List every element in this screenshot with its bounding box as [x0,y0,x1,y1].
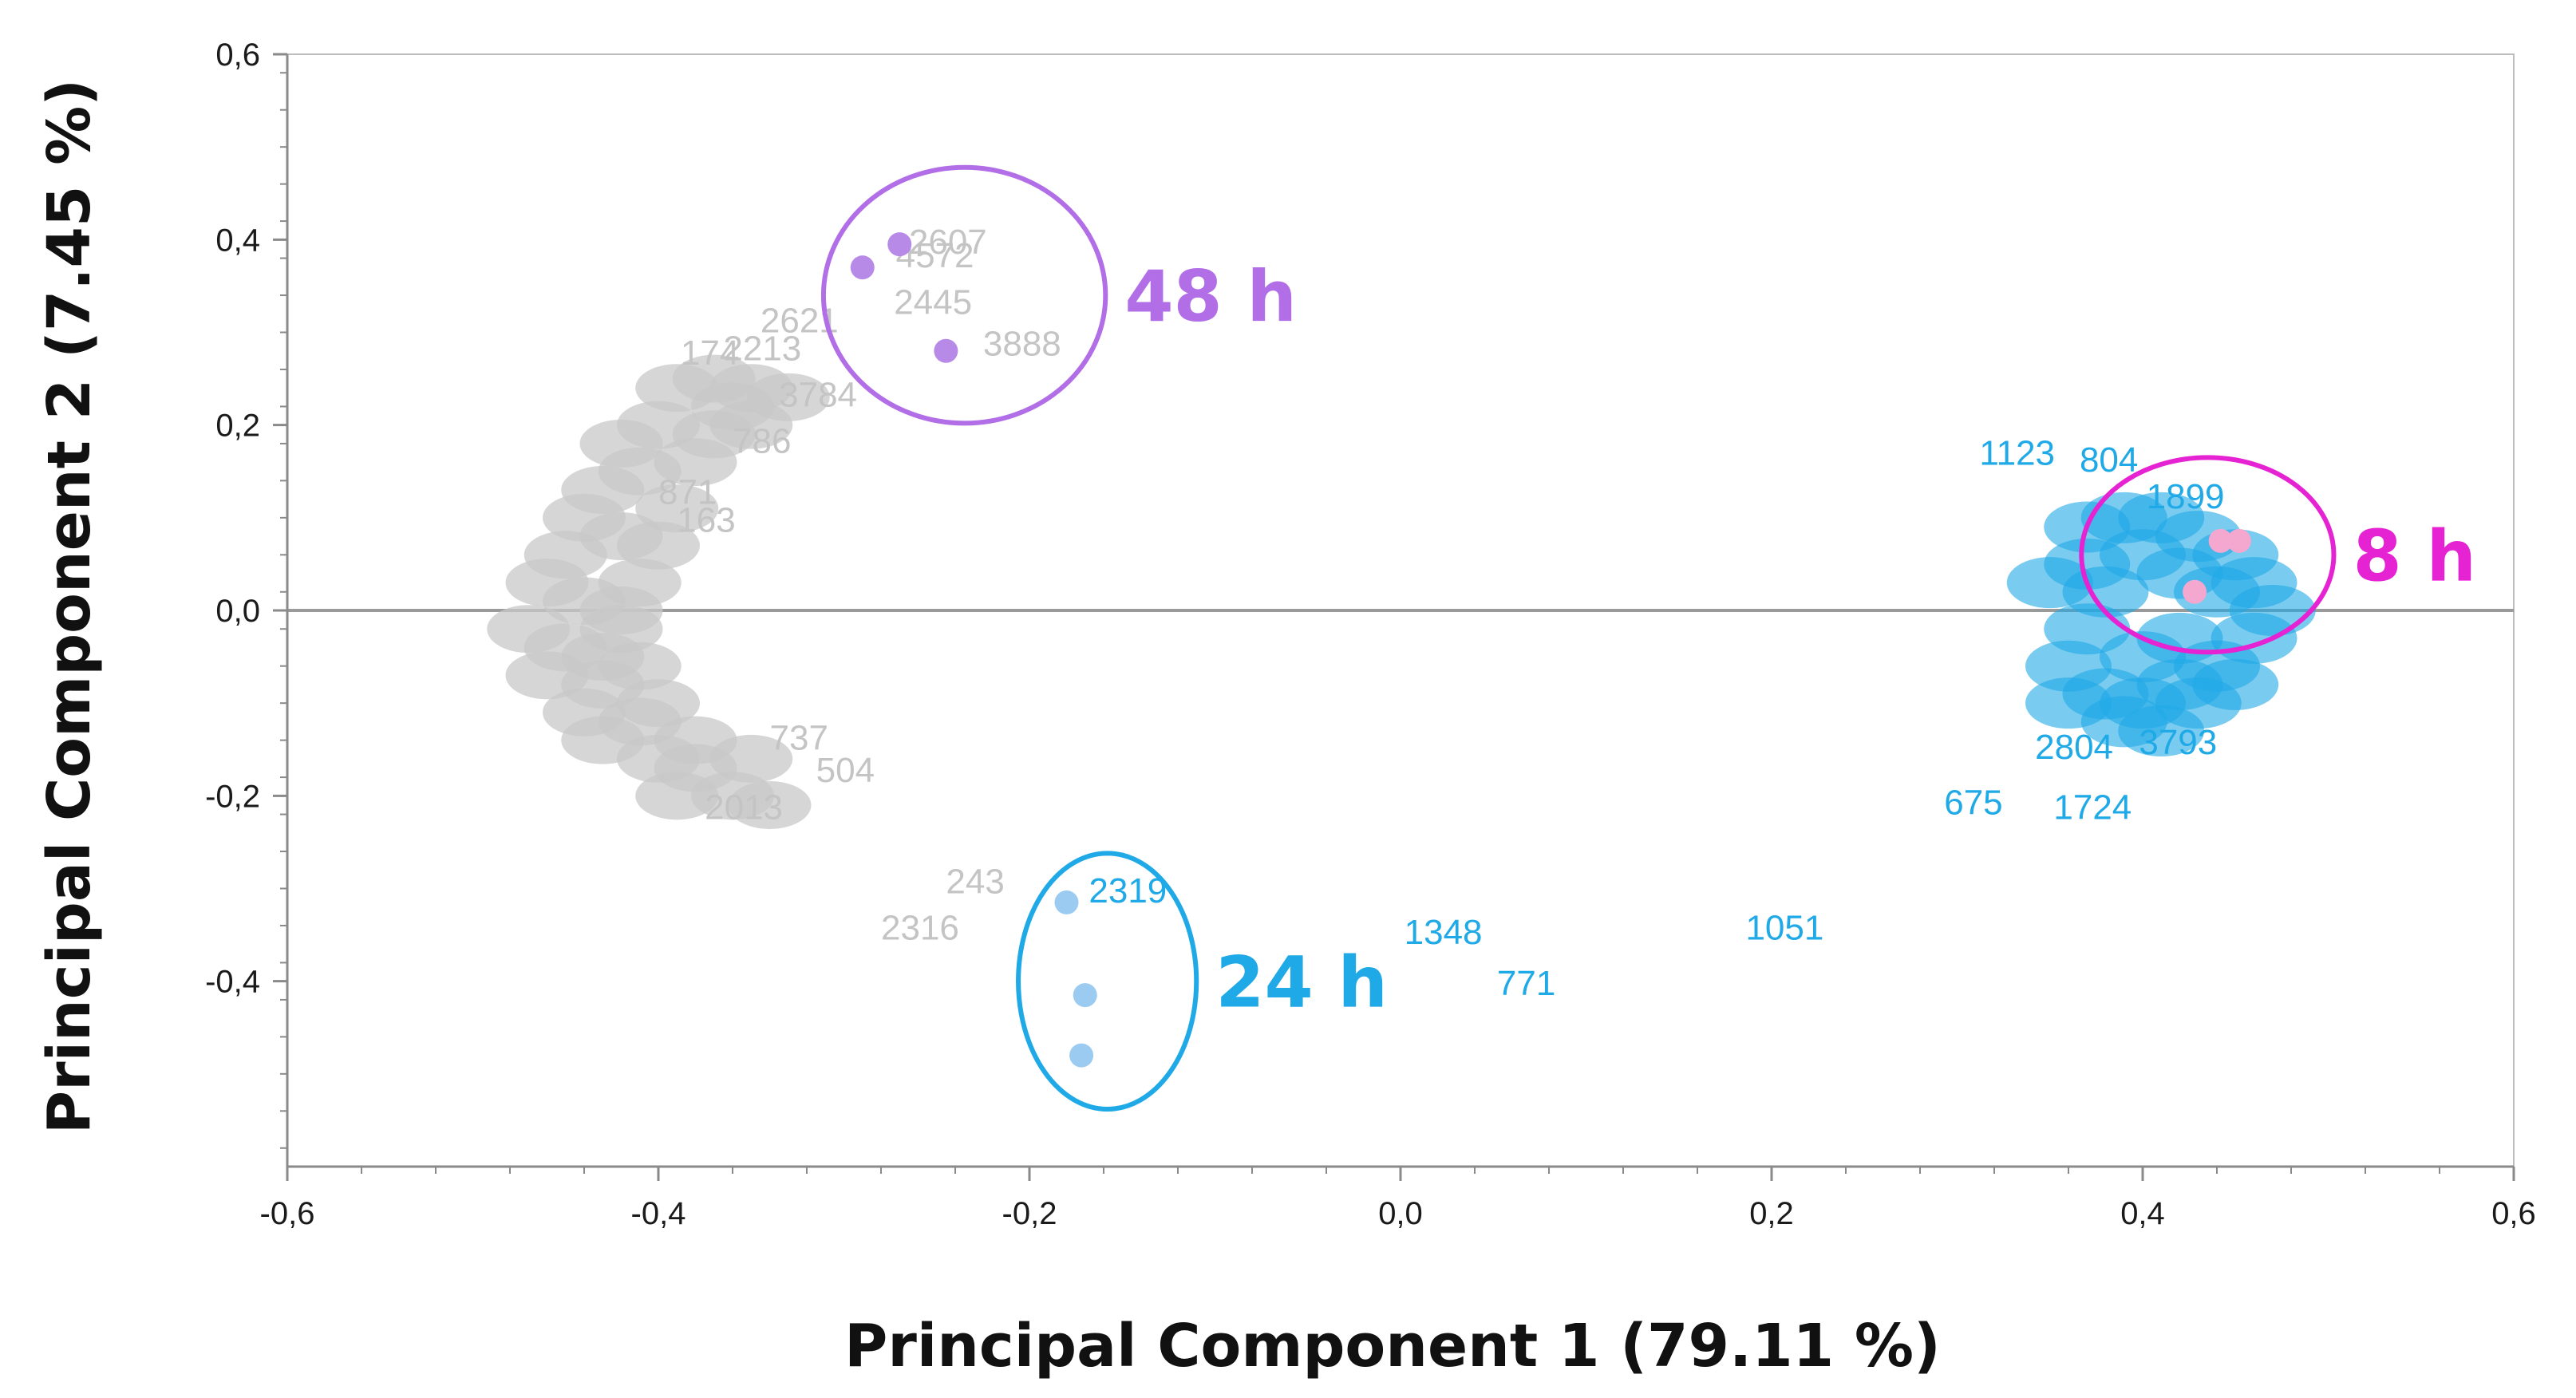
y-axis-title: Principal Component 2 (7.45 %) [35,79,104,1134]
point-labels: 2607457224453888262122131743784786871163… [658,223,2225,1003]
point-label: 786 [733,422,791,461]
blue-label-cluster [2174,566,2260,618]
x-tick-label: -0,4 [631,1196,686,1231]
gray-label-cluster [617,521,700,570]
data-point [1073,983,1097,1008]
point-label: 871 [658,472,717,511]
y-tick-label: 0,6 [215,38,260,73]
point-label: 2013 [705,788,783,827]
x-tick-label: 0,0 [1378,1196,1423,1231]
gray-label-cluster [728,780,812,829]
point-label: 1123 [1979,434,2055,473]
point-label: 675 [1944,784,2002,823]
data-point [2183,579,2207,604]
x-tick-label: 0,6 [2491,1196,2536,1231]
gray-label-cluster [746,373,830,421]
gray-label-cluster [654,716,737,764]
y-tick-label: 0,0 [215,594,260,629]
point-label: 174 [681,334,739,373]
gray-label-cluster [579,586,663,634]
point-label: 737 [770,718,828,757]
group-label: 24 h [1215,942,1388,1024]
data-point [934,338,958,363]
blue-label-cluster [2006,557,2093,609]
y-tick-label: 0,4 [215,223,260,258]
data-point [1069,1043,1094,1068]
point-label: 2213 [723,329,801,368]
point-label: 2319 [1088,871,1167,910]
x-tick-label: -0,6 [260,1196,315,1231]
x-axis-title: Principal Component 1 (79.11 %) [844,1312,1941,1380]
axes: -0,6 -0,4 -0,2 0,0 0,2 0,4 0,6 0,6 0,4 0,2 0,0 -0,2… [205,38,2536,1231]
data-point [2208,528,2233,553]
x-tick-label: 0,4 [2120,1196,2165,1231]
group-ellipse [2079,455,2337,655]
y-tick-label: 0,2 [215,409,260,444]
group-ellipses: 48 h 24 h 8 h [820,164,2476,1112]
point-label: 771 [1497,964,1555,1003]
group-ellipse [820,164,1108,426]
point-label: 2804 [2035,728,2113,767]
y-tick-label: -0,2 [205,779,260,814]
point-label: 504 [816,751,875,790]
data-point [850,255,875,280]
y-tick-label: -0,4 [205,965,260,1000]
point-label: 163 [677,500,735,539]
data-point [1054,890,1079,914]
point-label: 1348 [1405,913,1483,952]
gray-label-cluster [635,484,719,533]
group-label: 48 h [1124,255,1297,338]
point-label: 2445 [894,282,972,322]
point-label: 804 [2080,440,2138,480]
gray-label-cluster [617,679,700,728]
x-tick-label: -0,2 [1002,1196,1057,1231]
point-label: 3793 [2139,723,2217,762]
data-point [887,232,912,257]
point-label: 243 [946,862,1004,901]
x-tick-label: 0,2 [1749,1196,1794,1231]
point-label: 1051 [1745,908,1823,947]
group-ellipse [1016,851,1199,1112]
point-label: 2316 [881,908,959,947]
point-label: 3784 [779,375,857,414]
blue-label-cluster [2025,677,2112,729]
data-point [2226,528,2251,553]
group-label: 8 h [2353,515,2476,597]
point-label: 2607 [909,223,987,262]
point-label: 1724 [2053,788,2132,827]
sample-points [850,232,2251,1068]
point-label: 3888 [983,325,1061,364]
point-label: 1899 [2147,477,2225,516]
blue-label-cluster [2192,658,2279,710]
gray-label-cluster [561,633,645,681]
